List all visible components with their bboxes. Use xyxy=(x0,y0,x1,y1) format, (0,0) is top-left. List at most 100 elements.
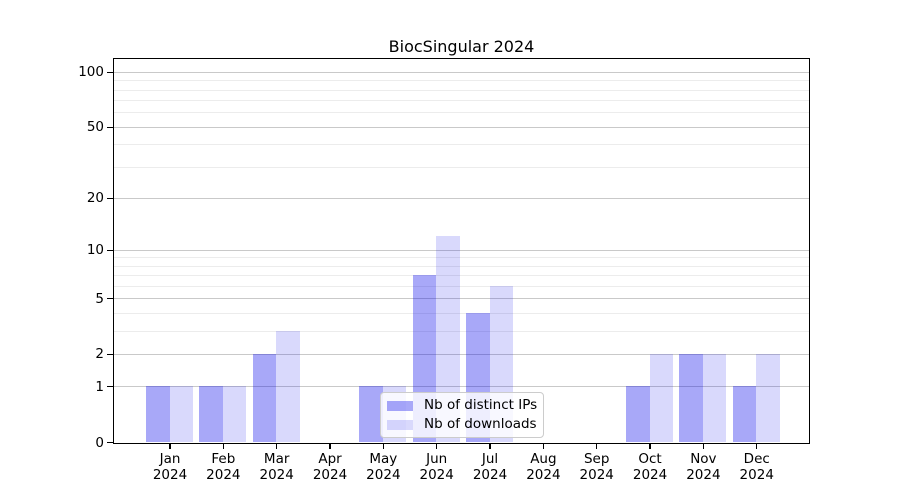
plot-area xyxy=(113,58,810,444)
x-tick-label: Feb 2024 xyxy=(183,451,263,483)
plot-inner xyxy=(114,59,809,443)
gridline-minor xyxy=(114,312,809,314)
bar-distinct-ips-may xyxy=(359,386,383,442)
x-tick-mark xyxy=(222,444,224,449)
x-tick-label: Mar 2024 xyxy=(237,451,317,483)
legend-swatch-downloads xyxy=(387,419,413,430)
bar-distinct-ips-nov xyxy=(679,353,703,442)
x-tick-label: May 2024 xyxy=(343,451,423,483)
x-tick-mark xyxy=(542,444,544,449)
x-tick-year: 2024 xyxy=(312,466,348,483)
x-tick-year: 2024 xyxy=(739,466,774,483)
x-tick-mark xyxy=(489,444,491,449)
bar-downloads-oct xyxy=(649,353,674,442)
x-tick-label: Jul 2024 xyxy=(450,451,530,483)
x-tick-mark xyxy=(702,444,704,449)
x-tick-year: 2024 xyxy=(206,466,241,483)
x-tick-year: 2024 xyxy=(152,466,188,483)
legend-label-distinct-ips: Nb of distinct IPs xyxy=(424,397,538,413)
x-tick-month: Apr xyxy=(318,451,342,467)
x-tick-mark xyxy=(649,444,651,449)
gridline-major xyxy=(114,126,809,128)
legend: Nb of distinct IPs Nb of downloads xyxy=(380,392,544,438)
gridline-major xyxy=(114,353,809,355)
x-tick-label: Nov 2024 xyxy=(663,451,743,483)
x-tick-mark xyxy=(382,444,384,449)
y-tick-label: 20 xyxy=(86,190,104,207)
x-tick-month: Mar xyxy=(263,451,290,467)
x-tick-year: 2024 xyxy=(579,466,614,483)
bar-distinct-ips-oct xyxy=(626,386,650,442)
x-tick-month: Feb xyxy=(211,451,236,467)
x-tick-mark xyxy=(276,444,278,449)
y-tick-label: 0 xyxy=(95,434,104,451)
y-tick-label: 2 xyxy=(95,346,104,363)
gridline-minor xyxy=(114,257,809,259)
x-tick-mark xyxy=(436,444,438,449)
x-tick-label: Jun 2024 xyxy=(397,451,477,483)
x-tick-year: 2024 xyxy=(259,466,294,483)
y-tick-mark xyxy=(107,126,113,128)
gridline-minor xyxy=(114,166,809,168)
x-tick-year: 2024 xyxy=(632,466,668,483)
gridline-major xyxy=(114,197,809,199)
bar-downloads-feb xyxy=(222,386,247,442)
gridline-minor xyxy=(114,275,809,277)
gridline-minor xyxy=(114,89,809,91)
y-tick-label: 5 xyxy=(95,290,104,307)
y-tick-mark xyxy=(107,441,113,444)
gridline-minor xyxy=(114,330,809,332)
gridline-minor xyxy=(114,144,809,146)
x-tick-mark xyxy=(596,444,598,449)
x-tick-year: 2024 xyxy=(366,466,401,483)
bar-downloads-jun xyxy=(436,236,460,442)
gridline-major xyxy=(114,298,809,300)
x-tick-year: 2024 xyxy=(526,466,561,483)
legend-swatch-distinct-ips xyxy=(387,400,413,411)
x-tick-mark xyxy=(756,444,758,449)
x-tick-mark xyxy=(329,444,331,449)
bar-distinct-ips-jan xyxy=(146,386,170,442)
bar-downloads-jan xyxy=(169,386,193,442)
x-tick-month: Jul xyxy=(481,451,499,467)
x-tick-label: Apr 2024 xyxy=(290,451,370,483)
gridline-major xyxy=(114,71,809,73)
y-tick-label: 10 xyxy=(86,242,104,259)
x-tick-month: Dec xyxy=(743,451,770,467)
gridline-minor xyxy=(114,100,809,102)
gridline-minor xyxy=(114,265,809,267)
legend-label-downloads: Nb of downloads xyxy=(424,416,537,432)
bar-downloads-mar xyxy=(276,330,300,442)
x-tick-month: Jun xyxy=(426,451,448,467)
x-tick-label: Sep 2024 xyxy=(557,451,637,483)
gridline-major xyxy=(114,386,809,388)
x-tick-label: Jan 2024 xyxy=(130,451,210,483)
y-tick-mark xyxy=(107,298,113,300)
legend-row-distinct-ips: Nb of distinct IPs xyxy=(387,397,537,414)
gridline-minor xyxy=(114,112,809,114)
x-tick-month: Jan xyxy=(159,451,181,467)
y-tick-mark xyxy=(107,249,113,251)
x-tick-label: Oct 2024 xyxy=(610,451,690,483)
y-tick-label: 1 xyxy=(95,378,104,395)
bar-distinct-ips-mar xyxy=(252,353,277,442)
y-tick-mark xyxy=(107,353,113,355)
gridline-major xyxy=(114,249,809,251)
gridline-minor xyxy=(114,80,809,82)
bar-distinct-ips-dec xyxy=(732,386,757,442)
bar-downloads-dec xyxy=(756,353,780,442)
x-tick-month: Oct xyxy=(638,451,662,467)
gridline-minor xyxy=(114,285,809,287)
x-tick-year: 2024 xyxy=(419,466,454,483)
x-tick-year: 2024 xyxy=(686,466,721,483)
bar-downloads-nov xyxy=(702,353,727,442)
x-tick-month: Sep xyxy=(583,451,610,467)
x-tick-mark xyxy=(169,444,171,449)
y-tick-mark xyxy=(107,71,113,73)
x-tick-label: Dec 2024 xyxy=(717,451,797,483)
x-tick-month: Aug xyxy=(530,451,557,467)
legend-row-downloads: Nb of downloads xyxy=(387,416,537,433)
chart-title: BiocSingular 2024 xyxy=(388,37,535,56)
x-tick-year: 2024 xyxy=(472,466,508,483)
